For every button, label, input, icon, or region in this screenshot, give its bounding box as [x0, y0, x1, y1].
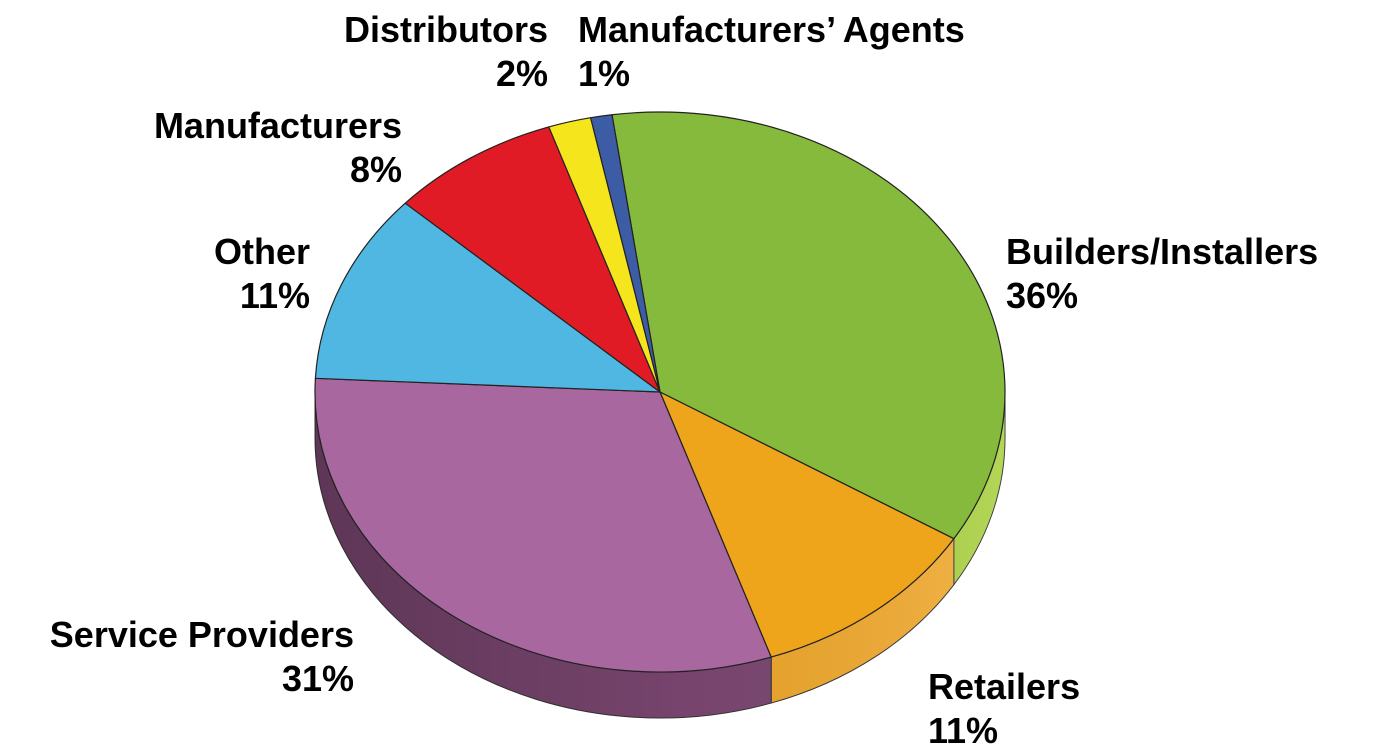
label-distributors-name: Distributors: [343, 9, 548, 50]
pie-side-shading: [315, 392, 1005, 718]
label-retailers: Retailers 11%: [928, 665, 1080, 753]
label-builders-installers-name: Builders/Installers: [1006, 231, 1319, 272]
label-manufacturers-value: 8%: [349, 149, 402, 190]
label-service-providers: Service Providers 31%: [8, 613, 354, 701]
label-distributors-value: 2%: [495, 53, 548, 94]
pie-slice-service-providers: [314, 377, 772, 673]
label-service-providers-value: 31%: [281, 658, 354, 699]
pie-slice-manufacturers: [404, 126, 661, 393]
label-retailers-name: Retailers: [928, 666, 1081, 707]
label-manufacturers-agents-name: Manufacturers’ Agents: [578, 9, 965, 50]
label-other-value: 11%: [239, 275, 310, 316]
pie-slice-retailers: [659, 391, 955, 658]
label-manufacturers-agents-value: 1%: [578, 53, 631, 94]
label-retailers-value: 11%: [928, 710, 999, 751]
label-service-providers-name: Service Providers: [49, 614, 354, 655]
pie-slice-other: [314, 202, 661, 393]
label-other: Other 11%: [120, 230, 310, 318]
label-builders-installers: Builders/Installers 36%: [1006, 230, 1318, 318]
pie-slice-manufacturers-agents: [590, 114, 661, 393]
label-manufacturers-name: Manufacturers: [153, 105, 402, 146]
label-manufacturers: Manufacturers 8%: [90, 104, 402, 192]
label-other-name: Other: [213, 231, 310, 272]
label-distributors: Distributors 2%: [290, 8, 548, 96]
pie-slice-builders-installers: [611, 111, 1006, 540]
label-manufacturers-agents: Manufacturers’ Agents 1%: [578, 8, 965, 96]
pie-top-slices: [314, 111, 1006, 673]
label-builders-installers-value: 36%: [1006, 275, 1079, 316]
